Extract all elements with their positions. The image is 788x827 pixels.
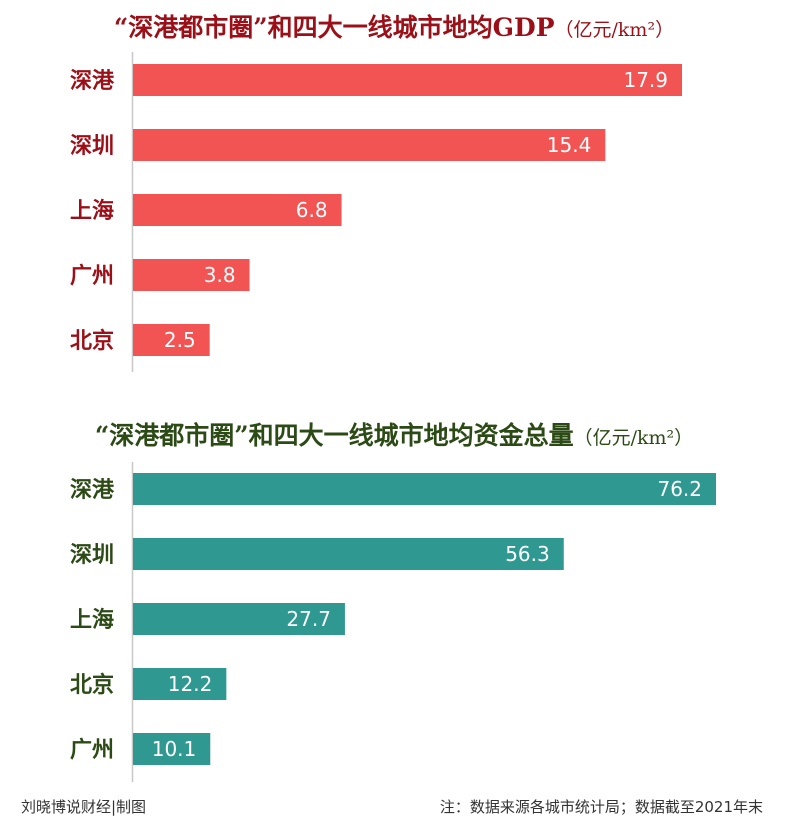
chart1-bar [133,194,342,226]
chart2-data-label: 27.7 [286,607,331,631]
chart1-bar [133,324,210,356]
chart1-unit: （亿元/km²） [554,19,675,41]
chart2-bar [133,668,227,700]
chart2-unit: （亿元/km²） [573,427,694,449]
chart1-data-label: 17.9 [623,68,668,92]
chart2-bar [133,733,211,765]
footer-note: 注：数据来源各城市统计局；数据截至2021年末 [439,798,763,816]
chart2-bar [133,603,345,635]
chart2-category-label: 上海 [70,607,114,633]
chart2-category-label: 深圳 [70,542,114,568]
chart2-category-label: 北京 [70,672,114,698]
chart1-data-label: 3.8 [204,263,236,287]
chart1-bar [133,259,250,291]
chart1-title: “深港都市圈”和四大一线城市地均GDP（亿元/km²） [0,8,788,44]
chart2-data-label: 10.1 [152,737,197,761]
chart1-title-text: “深港都市圈”和四大一线城市地均GDP [113,13,555,42]
chart2-data-label: 76.2 [657,477,702,501]
chart1-data-label: 6.8 [296,198,328,222]
footer-credit: 刘晓博说财经|制图 [21,798,147,816]
chart2-category-label: 广州 [70,737,114,763]
chart2-data-label: 12.2 [168,672,213,696]
chart1-category-label: 北京 [70,328,114,354]
chart1-category-label: 深港 [70,68,115,94]
chart1-bar [133,64,682,96]
chart2-bar [133,473,716,505]
chart2-data-label: 56.3 [505,542,550,566]
chart2-bar [133,538,564,570]
chart2-category-label: 深港 [70,477,115,503]
chart1-category-label: 上海 [70,198,114,224]
chart1-data-label: 15.4 [547,133,592,157]
chart2-title: “深港都市圈”和四大一线城市地均资金总量（亿元/km²） [0,416,788,452]
chart1-category-label: 广州 [70,263,114,289]
chart1-data-label: 2.5 [164,328,196,352]
chart1-category-label: 深圳 [70,133,114,159]
chart2-title-text: “深港都市圈”和四大一线城市地均资金总量 [94,421,574,450]
chart1-bar [133,129,606,161]
